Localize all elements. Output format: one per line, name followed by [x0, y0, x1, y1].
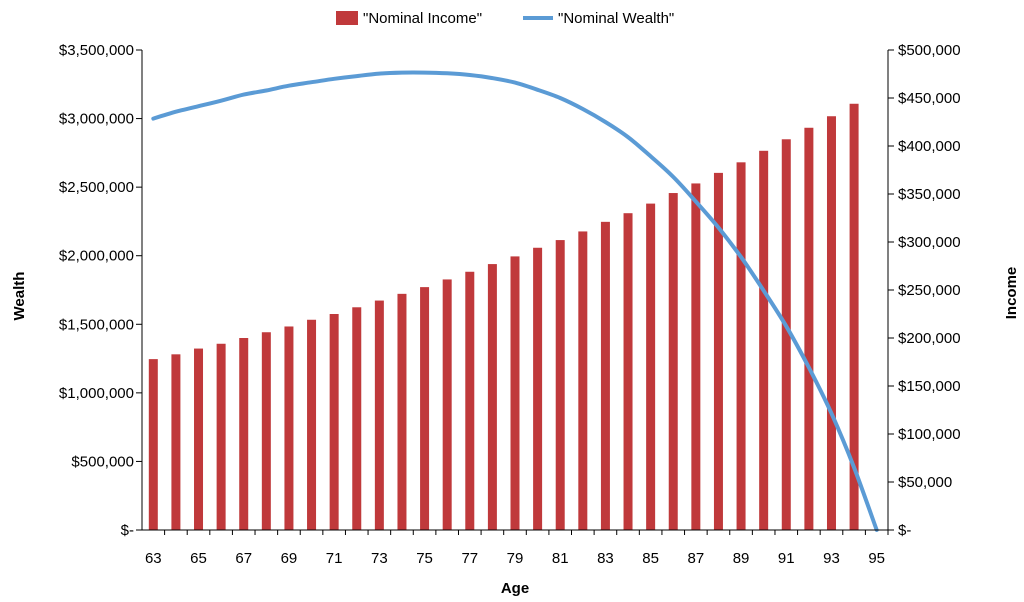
- x-tick-label: 67: [235, 550, 252, 567]
- x-tick-label: 73: [371, 550, 388, 567]
- income-bar: [623, 213, 633, 530]
- x-tick-label: 79: [507, 550, 524, 567]
- right-axis-title: Income: [1003, 267, 1020, 320]
- x-tick-label: 87: [688, 550, 705, 567]
- left-tick-label: $-: [121, 522, 134, 539]
- income-bars: [148, 103, 859, 531]
- x-axis-title: Age: [501, 580, 529, 597]
- left-axis-title: Wealth: [11, 272, 28, 321]
- legend-label-wealth: "Nominal Wealth": [558, 10, 674, 27]
- right-axis-ticks: $- $50,000 $100,000 $150,000 $200,000 $250,00…: [888, 42, 961, 539]
- income-bar: [420, 287, 430, 530]
- income-bar: [759, 150, 769, 531]
- left-tick-label: $2,000,000: [59, 248, 134, 265]
- x-tick-label: 95: [868, 550, 885, 567]
- income-bar: [668, 193, 678, 531]
- income-bar: [352, 307, 362, 530]
- income-bar: [148, 359, 158, 530]
- x-tick-label: 85: [642, 550, 659, 567]
- right-tick-label: $100,000: [898, 426, 961, 443]
- income-bar: [171, 354, 181, 530]
- income-bar: [329, 314, 339, 530]
- x-tick-label: 89: [733, 550, 750, 567]
- income-bar: [465, 271, 475, 530]
- income-bar: [261, 332, 271, 530]
- income-bar: [781, 139, 791, 530]
- x-tick-label: 81: [552, 550, 569, 567]
- income-bar: [194, 348, 204, 530]
- x-tick-label: 91: [778, 550, 795, 567]
- income-bar: [555, 240, 565, 530]
- income-bar: [600, 221, 610, 530]
- income-bar: [713, 172, 723, 530]
- left-tick-label: $3,500,000: [59, 42, 134, 59]
- income-bar: [646, 203, 656, 530]
- right-tick-label: $150,000: [898, 378, 961, 395]
- left-axis-ticks: $- $500,000 $1,000,000 $1,500,000 $2,000,000…: [59, 42, 142, 539]
- income-bar: [826, 116, 836, 531]
- income-bar: [307, 319, 317, 530]
- income-bar: [849, 103, 859, 530]
- left-tick-label: $1,000,000: [59, 385, 134, 402]
- income-bar: [284, 326, 294, 530]
- right-tick-label: $250,000: [898, 282, 961, 299]
- wealth-line: [151, 70, 879, 532]
- right-tick-label: $450,000: [898, 90, 961, 107]
- x-tick-label: 83: [597, 550, 614, 567]
- income-bar: [510, 256, 520, 530]
- income-bar: [736, 162, 746, 530]
- left-tick-label: $3,000,000: [59, 111, 134, 128]
- income-bar: [804, 127, 814, 530]
- left-tick-label: $1,500,000: [59, 316, 134, 333]
- income-bar: [442, 279, 452, 530]
- x-tick-label: 75: [416, 550, 433, 567]
- right-tick-label: $-: [898, 522, 911, 539]
- right-tick-label: $200,000: [898, 330, 961, 347]
- income-bar: [487, 264, 497, 530]
- x-tick-label: 69: [281, 550, 298, 567]
- income-bar: [397, 293, 407, 530]
- right-tick-label: $500,000: [898, 42, 961, 59]
- income-bar: [239, 338, 249, 530]
- legend-label-income: "Nominal Income": [363, 10, 482, 27]
- income-bar: [216, 343, 226, 530]
- right-tick-label: $50,000: [898, 474, 952, 491]
- left-tick-label: $500,000: [71, 453, 134, 470]
- income-bar: [533, 247, 543, 530]
- x-tick-label: 65: [190, 550, 207, 567]
- right-tick-label: $400,000: [898, 138, 961, 155]
- right-tick-label: $300,000: [898, 234, 961, 251]
- right-tick-label: $350,000: [898, 186, 961, 203]
- left-tick-label: $2,500,000: [59, 179, 134, 196]
- legend-swatch-income: [336, 11, 358, 25]
- income-bar: [691, 183, 701, 530]
- x-tick-label: 63: [145, 550, 162, 567]
- legend: "Nominal Income" "Nominal Wealth": [336, 10, 674, 27]
- x-tick-label: 93: [823, 550, 840, 567]
- x-tick-label: 77: [461, 550, 478, 567]
- income-bar: [578, 231, 588, 530]
- income-bar: [374, 300, 384, 530]
- x-axis-ticks: 63 65 67 69 71 73 75 77 79 81 83 85 87 89 91 93 95: [145, 530, 889, 567]
- x-tick-label: 71: [326, 550, 343, 567]
